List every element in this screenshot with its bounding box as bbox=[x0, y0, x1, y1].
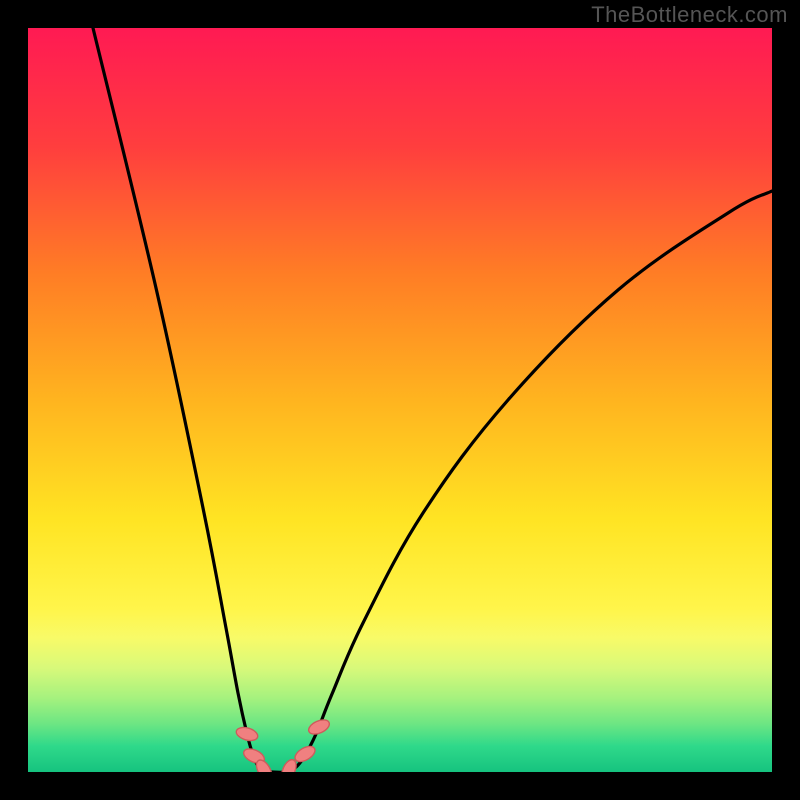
bottleneck-chart-svg bbox=[0, 0, 800, 800]
gradient-background bbox=[28, 28, 772, 772]
plot-area bbox=[28, 28, 772, 783]
watermark-text: TheBottleneck.com bbox=[591, 2, 788, 28]
chart-canvas: TheBottleneck.com bbox=[0, 0, 800, 800]
